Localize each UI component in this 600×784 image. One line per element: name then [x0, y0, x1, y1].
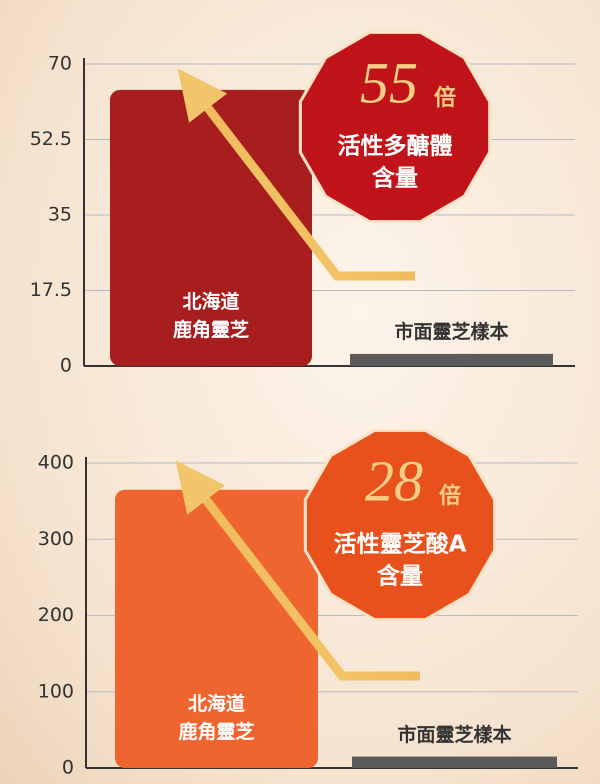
y-tick-label: 300	[38, 528, 74, 550]
badge-text: 含量	[372, 165, 418, 192]
bar	[110, 89, 312, 366]
arrow-head	[175, 460, 226, 515]
bar	[115, 489, 318, 768]
badge-unit: 倍	[434, 85, 456, 111]
arrow	[181, 75, 415, 281]
y-tick-label: 0	[60, 355, 72, 377]
y-tick-label: 0	[62, 757, 74, 779]
bar	[350, 353, 553, 366]
y-tick-label: 70	[48, 53, 72, 75]
y-tick-label: 17.5	[30, 279, 72, 301]
badge-unit: 倍	[439, 483, 461, 509]
bar-label: 北海道 鹿角靈芝	[178, 693, 255, 743]
y-tick-label: 35	[48, 204, 72, 226]
arrow-head	[177, 68, 228, 123]
badge-multiplier: 55	[360, 50, 418, 115]
bar-label: 市面靈芝樣本	[397, 723, 512, 746]
badge	[298, 30, 492, 224]
bar-label: 北海道 鹿角靈芝	[172, 291, 249, 341]
badge-multiplier: 28	[365, 448, 423, 513]
badge-text: 活性靈芝酸A	[334, 532, 467, 558]
arrow	[179, 467, 420, 681]
badge-text: 活性多醣體	[338, 133, 453, 160]
bar-label: 市面靈芝樣本	[394, 320, 509, 343]
badge	[303, 428, 497, 622]
y-tick-label: 400	[38, 452, 74, 474]
y-tick-label: 52.5	[30, 128, 72, 150]
bar	[352, 756, 557, 768]
y-tick-label: 200	[38, 604, 74, 626]
y-tick-label: 100	[38, 680, 74, 702]
badge-text: 含量	[377, 563, 423, 590]
